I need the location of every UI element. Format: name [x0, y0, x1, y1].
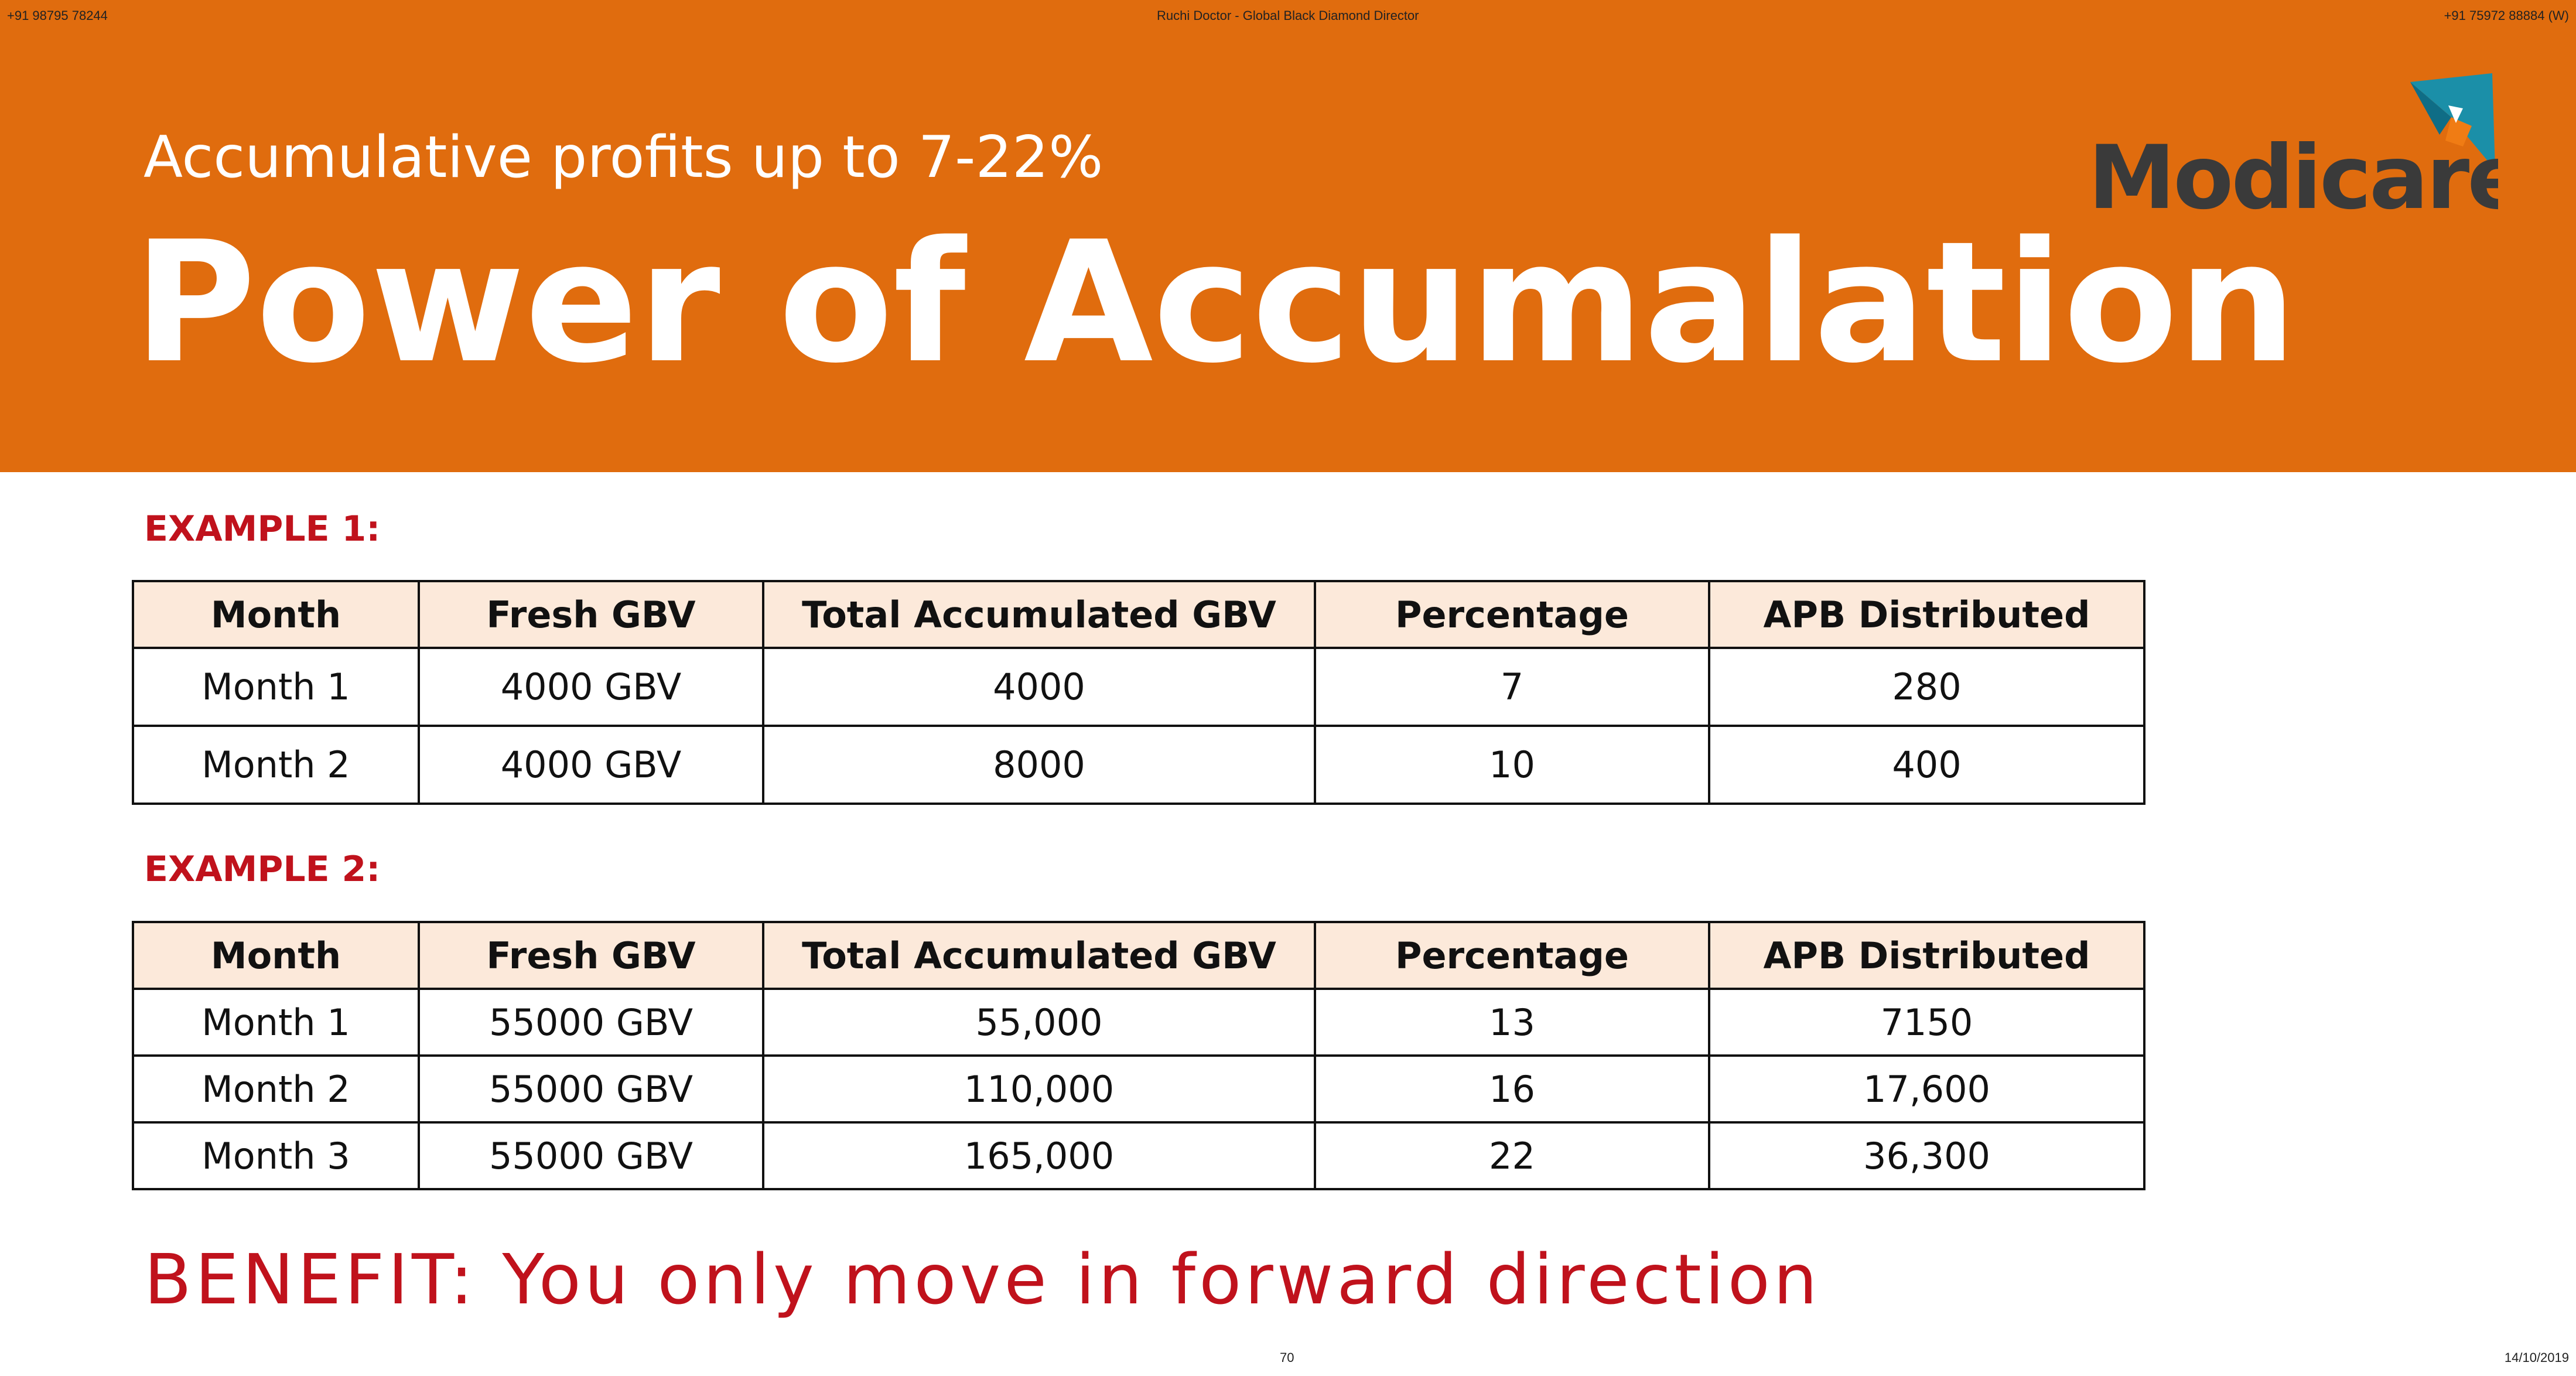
- table-cell: 4000 GBV: [418, 647, 764, 727]
- table-cell: 22: [1314, 1121, 1710, 1190]
- table-header-row: Month Fresh GBV Total Accumulated GBV Pe…: [132, 580, 2145, 649]
- example-1-table: Month Fresh GBV Total Accumulated GBV Pe…: [132, 580, 2145, 805]
- modicare-logo: Modicare: [2088, 73, 2498, 223]
- table-row: Month 3 55000 GBV 165,000 22 36,300: [132, 1121, 2145, 1190]
- benefit-statement: BENEFIT: You only move in forward direct…: [144, 1239, 1821, 1320]
- table-header-row: Month Fresh GBV Total Accumulated GBV Pe…: [132, 921, 2145, 990]
- table-cell: 55000 GBV: [418, 1121, 764, 1190]
- page-title: Power of Accumalation: [134, 206, 2297, 400]
- page-number: 70: [1280, 1350, 1294, 1365]
- example-1-label: EXAMPLE 1:: [144, 508, 381, 549]
- footer-date: 14/10/2019: [2504, 1350, 2569, 1365]
- table-row: Month 1 55000 GBV 55,000 13 7150: [132, 988, 2145, 1057]
- table-cell: 55,000: [762, 988, 1316, 1057]
- table-cell: Month 3: [132, 1121, 420, 1190]
- header-left-contact: +91 98795 78244: [7, 8, 108, 23]
- column-header: Fresh GBV: [418, 921, 764, 990]
- table-cell: Month 1: [132, 988, 420, 1057]
- column-header: Month: [132, 580, 420, 649]
- banner-subtitle: Accumulative profits up to 7-22%: [144, 124, 1103, 191]
- column-header: Total Accumulated GBV: [762, 580, 1316, 649]
- column-header: APB Distributed: [1708, 921, 2145, 990]
- table-cell: 13: [1314, 988, 1710, 1057]
- column-header: Fresh GBV: [418, 580, 764, 649]
- table-cell: Month 1: [132, 647, 420, 727]
- column-header: Percentage: [1314, 580, 1710, 649]
- table-cell: 55000 GBV: [418, 988, 764, 1057]
- header-center-name: Ruchi Doctor - Global Black Diamond Dire…: [1157, 8, 1419, 23]
- table-cell: 8000: [762, 725, 1316, 805]
- column-header: Total Accumulated GBV: [762, 921, 1316, 990]
- table-cell: 55000 GBV: [418, 1054, 764, 1124]
- column-header: APB Distributed: [1708, 580, 2145, 649]
- table-cell: 110,000: [762, 1054, 1316, 1124]
- example-2-table: Month Fresh GBV Total Accumulated GBV Pe…: [132, 921, 2145, 1190]
- table-cell: 400: [1708, 725, 2145, 805]
- table-cell: 7150: [1708, 988, 2145, 1057]
- logo-wordmark: Modicare: [2088, 127, 2498, 223]
- example-2-label: EXAMPLE 2:: [144, 849, 381, 890]
- table-cell: 7: [1314, 647, 1710, 727]
- table-cell: 10: [1314, 725, 1710, 805]
- table-row: Month 2 55000 GBV 110,000 16 17,600: [132, 1054, 2145, 1124]
- table-row: Month 2 4000 GBV 8000 10 400: [132, 725, 2145, 805]
- table-cell: 280: [1708, 647, 2145, 727]
- column-header: Month: [132, 921, 420, 990]
- table-cell: 36,300: [1708, 1121, 2145, 1190]
- table-row: Month 1 4000 GBV 4000 7 280: [132, 647, 2145, 727]
- table-cell: 16: [1314, 1054, 1710, 1124]
- table-cell: Month 2: [132, 725, 420, 805]
- table-cell: Month 2: [132, 1054, 420, 1124]
- table-cell: 17,600: [1708, 1054, 2145, 1124]
- title-banner: [0, 0, 2576, 472]
- header-right-contact: +91 75972 88884 (W): [2444, 8, 2569, 23]
- table-cell: 4000 GBV: [418, 725, 764, 805]
- table-cell: 165,000: [762, 1121, 1316, 1190]
- column-header: Percentage: [1314, 921, 1710, 990]
- table-cell: 4000: [762, 647, 1316, 727]
